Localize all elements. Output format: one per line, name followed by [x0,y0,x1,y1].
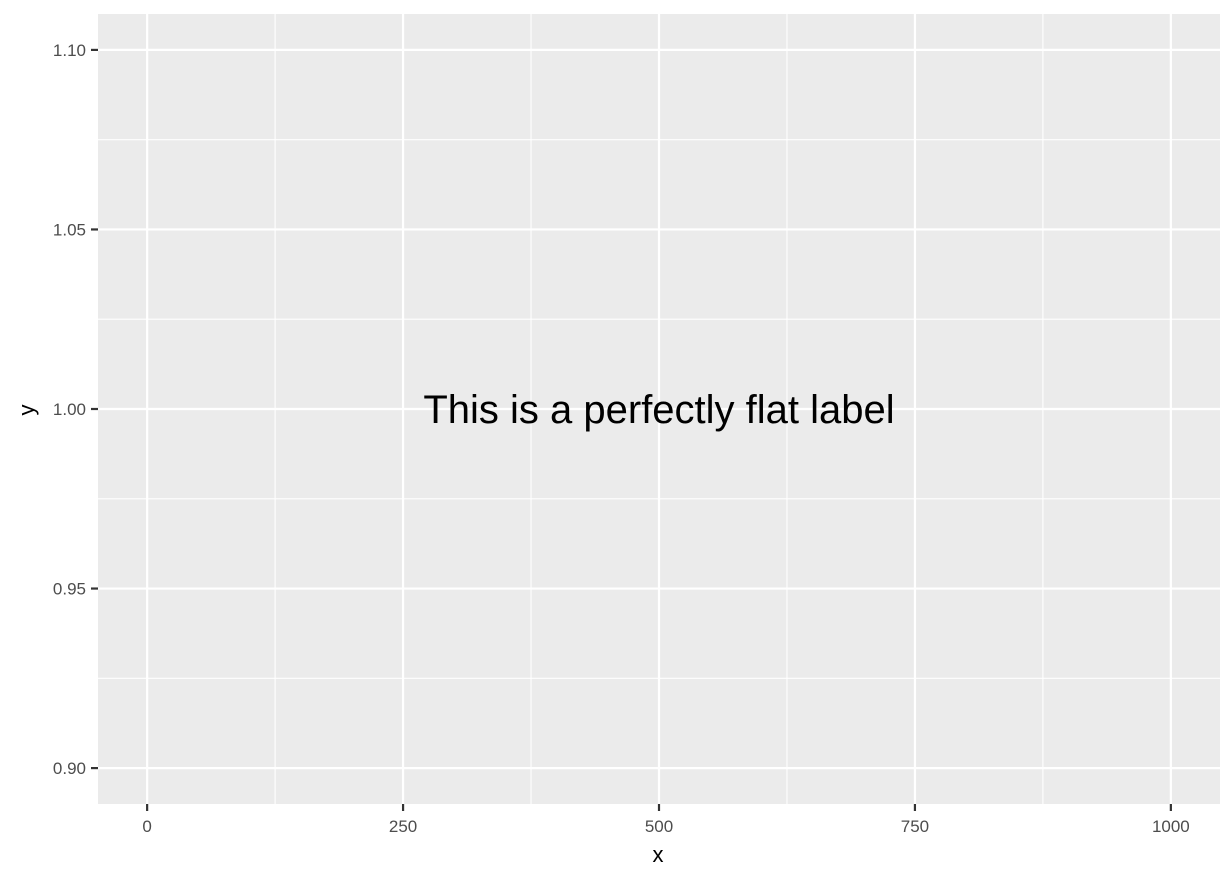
x-tick-label: 1000 [1152,817,1190,836]
x-tick-label: 750 [901,817,929,836]
x-tick-label: 250 [389,817,417,836]
x-axis: 0 250 500 750 1000 [142,804,1190,836]
y-tick-label: 0.95 [53,580,86,599]
y-tick-label: 1.00 [53,400,86,419]
y-tick-label: 1.10 [53,41,86,60]
x-tick-label: 0 [142,817,151,836]
annotations: This is a perfectly flat label [423,388,894,432]
y-tick-label: 1.05 [53,220,86,239]
x-axis-title: x [653,842,664,867]
y-axis: 0.90 0.95 1.00 1.05 1.10 [53,41,98,778]
y-tick-label: 0.90 [53,759,86,778]
text-annotation: This is a perfectly flat label [423,388,894,432]
major-gridlines [98,14,1220,804]
y-axis-title: y [14,405,39,416]
x-tick-label: 500 [645,817,673,836]
